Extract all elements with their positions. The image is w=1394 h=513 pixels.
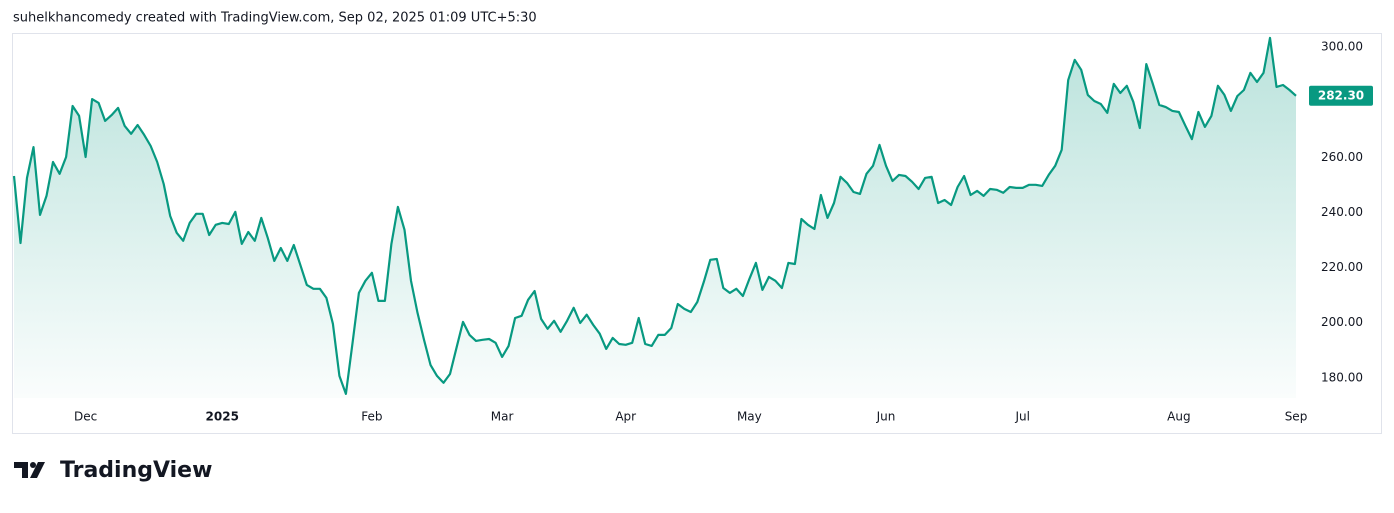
area-fill <box>14 37 1296 399</box>
brand: TradingView <box>60 458 212 483</box>
y-tick-label: 180.00 <box>1321 370 1363 384</box>
last-price-label: 282.30 <box>1318 88 1364 102</box>
x-tick-label: Apr <box>615 410 636 424</box>
x-tick-label: Sep <box>1285 410 1308 424</box>
y-tick-label: 260.00 <box>1321 150 1363 164</box>
last-price-tag <box>1309 85 1373 106</box>
x-tick-label: Feb <box>361 410 382 424</box>
x-tick-label: Jun <box>876 410 896 424</box>
x-tick-label: Dec <box>74 410 97 424</box>
x-tick-label: Mar <box>491 410 514 424</box>
price-line <box>12 36 1297 395</box>
y-tick-label: 220.00 <box>1321 260 1363 274</box>
y-tick-label: 200.00 <box>1321 315 1363 329</box>
y-tick-label: 300.00 <box>1321 39 1363 53</box>
chart-frame <box>12 33 1382 434</box>
logo-icon <box>14 462 45 478</box>
header: suhelkhancomedy created with TradingView… <box>13 11 537 26</box>
y-tick-label: 240.00 <box>1321 205 1363 219</box>
x-tick-label: Jul <box>1014 410 1029 424</box>
x-tick-label: 2025 <box>206 410 239 424</box>
x-tick-label: May <box>737 410 762 424</box>
x-tick-label: Aug <box>1167 410 1190 424</box>
